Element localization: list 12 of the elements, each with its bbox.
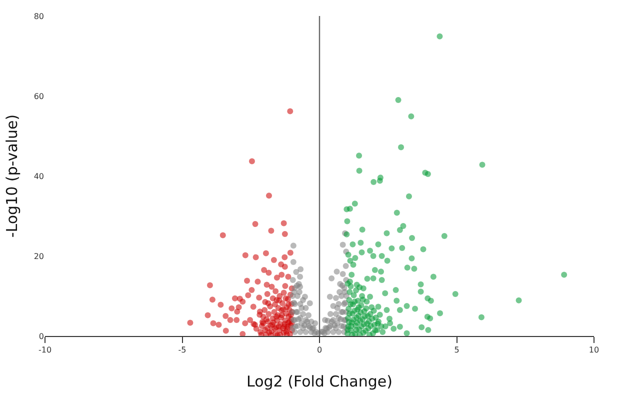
x-tick-label: -10 [38,346,52,355]
x-tick-label: 0 [316,346,322,355]
y-tick-label: 40 [34,172,44,181]
y-tick-label: 0 [38,332,44,341]
y-tick-label: 80 [34,12,44,21]
x-tick-label: 5 [454,346,460,355]
x-tick-label: -5 [178,346,186,355]
x-tick-label: 10 [588,346,600,355]
x-axis-title: Log2 (Fold Change) [246,372,392,391]
y-tick-label: 20 [34,252,44,261]
y-axis-title: -Log10 (p-value) [3,114,22,238]
y-tick-label: 60 [34,92,44,101]
